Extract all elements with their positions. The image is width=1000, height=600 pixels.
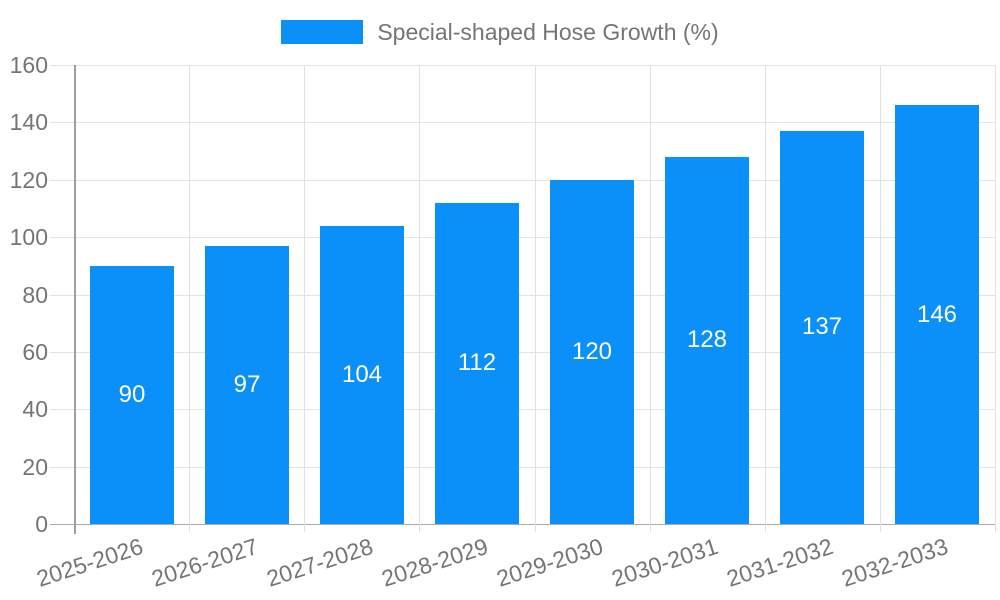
bar[interactable] <box>665 157 749 524</box>
gridline-vertical <box>880 65 881 524</box>
bar[interactable] <box>550 180 634 524</box>
y-tick-label: 20 <box>22 454 48 480</box>
gridline-vertical <box>304 65 305 524</box>
x-tick-label: 2028-2029 <box>378 533 491 592</box>
gridline-horizontal <box>50 295 995 296</box>
y-tick-label: 100 <box>9 224 48 250</box>
gridline-horizontal <box>50 237 995 238</box>
x-tick-mark <box>995 524 996 532</box>
gridline-horizontal <box>50 524 995 525</box>
bar-value-label: 128 <box>686 326 728 353</box>
gridline-horizontal <box>50 352 995 353</box>
bar-value-label: 137 <box>801 313 843 340</box>
gridline-vertical <box>995 65 996 524</box>
bar[interactable] <box>780 131 864 524</box>
bar[interactable] <box>895 105 979 524</box>
gridline-horizontal <box>50 409 995 410</box>
legend: Special-shaped Hose Growth (%) <box>0 18 1000 46</box>
bar-value-label: 120 <box>571 338 613 365</box>
bar[interactable] <box>320 226 404 524</box>
gridline-vertical <box>650 65 651 524</box>
x-tick-label: 2026-2027 <box>148 533 261 592</box>
y-axis-line <box>74 65 76 534</box>
bar[interactable] <box>435 203 519 524</box>
y-tick-label: 140 <box>9 109 48 135</box>
x-tick-label: 2032-2033 <box>838 533 952 592</box>
y-tick-label: 0 <box>35 511 48 537</box>
bar-value-label: 90 <box>118 381 146 408</box>
legend-label: Special-shaped Hose Growth (%) <box>377 19 719 45</box>
x-tick-label: 2029-2030 <box>493 533 607 592</box>
x-tick-mark <box>880 524 881 532</box>
gridline-vertical <box>189 65 190 524</box>
y-tick-label: 120 <box>9 167 48 193</box>
gridline-horizontal <box>50 467 995 468</box>
gridline-vertical <box>535 65 536 524</box>
x-tick-mark <box>304 524 305 532</box>
x-tick-label: 2031-2032 <box>723 533 837 592</box>
bar-value-label: 146 <box>916 301 958 328</box>
x-tick-mark <box>765 524 766 532</box>
x-tick-label: 2030-2031 <box>608 533 722 592</box>
bar-value-label: 104 <box>341 361 383 388</box>
gridline-horizontal <box>50 65 995 66</box>
x-tick-mark <box>419 524 420 532</box>
gridline-vertical <box>765 65 766 524</box>
y-tick-label: 80 <box>22 282 48 308</box>
bar-value-label: 97 <box>233 371 261 398</box>
y-tick-label: 40 <box>22 396 48 422</box>
x-tick-mark <box>650 524 651 532</box>
bar-value-label: 112 <box>457 349 497 376</box>
gridline-horizontal <box>50 122 995 123</box>
x-tick-label: 2027-2028 <box>263 533 376 592</box>
gridline-horizontal <box>50 180 995 181</box>
gridline-vertical <box>419 65 420 524</box>
y-tick-label: 60 <box>22 339 48 365</box>
legend-swatch <box>281 20 364 44</box>
bar[interactable] <box>90 266 174 524</box>
x-tick-mark <box>189 524 190 532</box>
x-tick-mark <box>535 524 536 532</box>
bar[interactable] <box>205 246 289 524</box>
x-tick-label: 2025-2026 <box>32 533 146 592</box>
y-tick-label: 160 <box>9 52 48 78</box>
